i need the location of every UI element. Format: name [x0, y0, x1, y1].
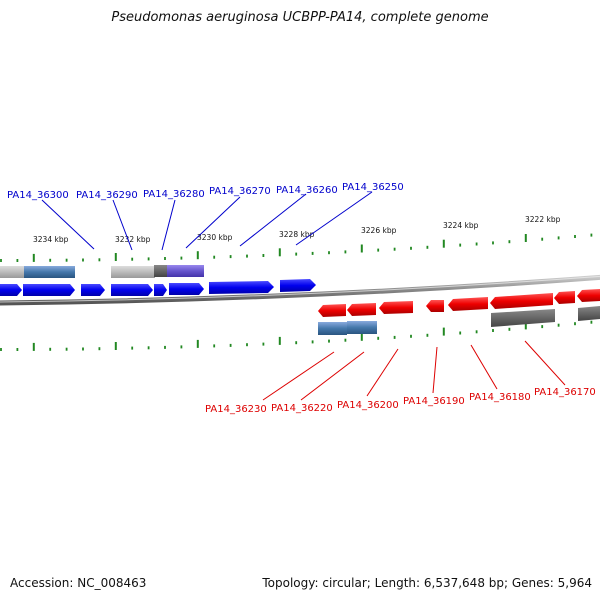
gene-label-forward: PA14_36300: [7, 190, 69, 201]
genome-info-text: Topology: circular; Length: 6,537,648 bp…: [262, 576, 592, 590]
gene-label-reverse: PA14_36200: [337, 400, 399, 411]
scale-label: 3232 kbp: [115, 235, 151, 244]
scale-label: 3230 kbp: [197, 233, 233, 242]
feature-block: [154, 265, 168, 277]
scale-ticks-top: [0, 233, 593, 262]
gene-label-forward: PA14_36270: [209, 186, 271, 197]
gene-arrow-forward: [0, 284, 22, 296]
gene-arrow-forward: [209, 281, 274, 294]
scale-labels: 3234 kbp 3232 kbp 3230 kbp 3228 kbp 3226…: [33, 215, 561, 244]
scale-label: 3222 kbp: [525, 215, 561, 224]
forward-leader-lines: [41, 191, 373, 251]
feature-track-lower: [318, 306, 600, 335]
scale-label: 3226 kbp: [361, 226, 397, 235]
gene-arrow-reverse: [490, 293, 553, 309]
map-title: Pseudomonas aeruginosa UCBPP-PA14, compl…: [111, 10, 489, 25]
gene-label-reverse: PA14_36220: [271, 403, 333, 414]
genome-backbone: [0, 274, 600, 306]
reverse-leader-lines: [262, 340, 566, 401]
feature-block: [318, 322, 347, 335]
feature-block: [24, 266, 75, 278]
gene-arrow-reverse: [448, 297, 488, 311]
scale-ticks-bottom: [0, 320, 593, 351]
accession-text: Accession: NC_008463: [10, 576, 147, 590]
scale-label: 3234 kbp: [33, 235, 69, 244]
gene-label-forward: PA14_36260: [276, 185, 338, 196]
reverse-gene-labels: PA14_36230 PA14_36220 PA14_36200 PA14_36…: [205, 387, 596, 415]
gene-arrow-forward: [111, 284, 153, 296]
feature-track-upper: [0, 265, 204, 278]
gene-label-forward: PA14_36290: [76, 190, 138, 201]
gene-arrow-reverse: [379, 301, 413, 314]
gene-label-forward: PA14_36280: [143, 189, 205, 200]
gene-arrow-forward: [280, 279, 316, 292]
feature-block: [347, 321, 377, 334]
gene-arrow-forward: [169, 283, 204, 295]
feature-block: [578, 306, 600, 321]
feature-block: [167, 265, 204, 277]
gene-label-reverse: PA14_36190: [403, 396, 465, 407]
gene-label-reverse: PA14_36230: [205, 404, 267, 415]
gene-arrow-forward: [23, 284, 75, 296]
forward-gene-labels: PA14_36300 PA14_36290 PA14_36280 PA14_36…: [7, 182, 404, 201]
gene-arrow-forward: [154, 284, 167, 296]
gene-arrow-forward: [81, 284, 105, 296]
feature-block: [491, 309, 555, 327]
reverse-genes: [318, 289, 600, 317]
gene-label-reverse: PA14_36180: [469, 392, 531, 403]
scale-label: 3224 kbp: [443, 221, 479, 230]
scale-label: 3228 kbp: [279, 230, 315, 239]
gene-label-forward: PA14_36250: [342, 182, 404, 193]
gene-arrow-reverse: [554, 291, 575, 304]
feature-block: [0, 266, 24, 278]
gene-label-reverse: PA14_36170: [534, 387, 596, 398]
feature-block: [111, 266, 155, 278]
gene-arrow-reverse: [577, 289, 600, 302]
gene-arrow-reverse: [318, 304, 346, 317]
forward-genes: [0, 279, 316, 296]
gene-arrow-reverse: [347, 303, 376, 316]
gene-arrow-reverse: [426, 300, 444, 312]
